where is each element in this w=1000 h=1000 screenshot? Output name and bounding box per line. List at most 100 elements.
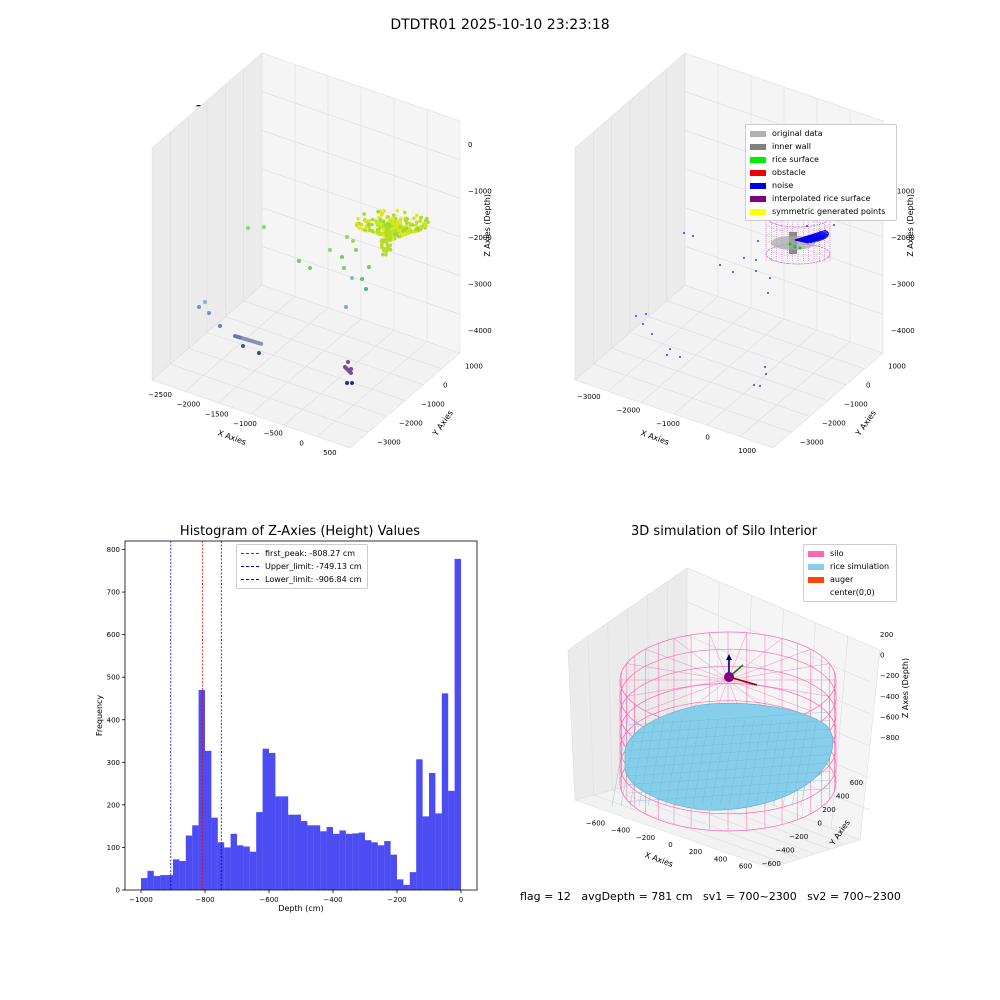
raw-data-point [308,266,312,270]
raw-data-point [362,212,366,216]
histogram-bar [403,885,409,890]
histogram-bar [295,815,301,890]
raw-x-tick-label: 0 [299,439,303,447]
raw-data-point [419,216,423,220]
classify-z-axis-label: Z Axies (Depth) [906,194,915,257]
raw-data-point [385,229,389,233]
raw-data-point [380,238,384,242]
classify-noise-point [679,356,681,358]
classify-noise-point [757,240,759,242]
raw-data-point [197,305,201,309]
histogram-bar [435,813,441,890]
histogram-bar [333,834,339,890]
raw-data-point [382,220,386,224]
legend-color-swatch [750,209,766,215]
raw-data-point [398,225,402,229]
histogram-bar [205,751,211,890]
histogram-bar [416,759,422,890]
histogram-y-tick-label: 700 [107,589,120,597]
classify-noise-point [651,333,653,335]
sim-y-tick-label: −400 [775,847,794,855]
legend-color-swatch [750,157,766,163]
histogram-bar [455,559,461,890]
classify-legend-label: obstacle [772,168,806,177]
classify-noise-point [732,271,734,273]
histogram-bar [327,827,333,890]
raw-data-point [351,239,355,243]
classify-noise-point [755,259,757,261]
histogram-bar [391,855,397,890]
simulation-legend-entry: auger [808,573,892,586]
raw-x-tick-label: −1500 [205,410,229,418]
histogram-legend-entry: Upper_limit: -749.13 cm [241,560,363,573]
histogram-y-tick-label: 200 [107,801,120,809]
classify-legend-entry: symmetric generated points [750,205,892,218]
raw-data-point [380,245,384,249]
histogram-bar [147,871,153,890]
classify-x-tick-label: −3000 [577,393,601,401]
raw-data-point [360,277,364,281]
histogram-bar [160,875,166,890]
classify-noise-point [645,313,647,315]
classify-y-tick-label: −3000 [800,439,824,447]
raw-data-point [404,219,408,223]
classify-rice-surface-point [799,247,802,250]
raw-data-point [367,265,371,269]
classify-y-tick-label: −2000 [822,420,846,428]
histogram-legend-label: Upper_limit: -749.13 cm [265,562,362,571]
simulation-legend-entry: center(0,0) [808,586,892,599]
histogram-bar [378,845,384,890]
histogram-bar [397,879,403,890]
raw-data-point [391,226,395,230]
raw-data-point [367,223,371,227]
raw-data-point [406,230,410,234]
legend-line-swatch [241,553,259,554]
raw-axes [152,53,460,448]
raw-data-point [401,229,405,233]
classify-noise-point [764,366,766,368]
histogram-bar [154,876,160,890]
raw-x-tick-label: −500 [264,430,283,438]
raw-data-point [390,221,394,225]
histogram-bar [243,847,249,890]
histogram-bar [224,847,230,890]
classify-rice-surface-point [789,243,792,246]
raw-data-point [207,311,211,315]
classify-legend-entry: original data [750,127,892,140]
classify-x-tick-label: 0 [705,434,709,442]
sim-x-tick-label: 400 [714,855,727,863]
raw-z-tick-label: −3000 [468,280,492,288]
legend-color-swatch [808,564,824,570]
raw-x-tick-label: −2000 [177,401,201,409]
raw-data-point [350,276,354,280]
classify-noise-point [769,277,771,279]
classify-noise-point [806,225,808,227]
raw-data-point [376,210,380,214]
classify-legend-label: original data [772,129,822,138]
classify-legend-label: symmetric generated points [772,207,885,216]
classify-z-tick-label: −4000 [891,327,915,335]
raw-z-tick-label: 0 [468,141,472,149]
histogram-legend-entry: Lower_limit: -906.84 cm [241,573,363,586]
raw-data-point [380,242,384,246]
histogram-legend-entry: first_peak: -808.27 cm [241,547,363,560]
raw-data-point [385,246,389,250]
histogram-y-axis-label: Frequency [95,695,104,737]
histogram-bar [186,836,192,890]
histogram-bar [365,840,371,890]
raw-data-point [364,287,368,291]
histogram-bar [301,821,307,890]
histogram-bar [346,834,352,890]
sim-y-tick-label: 600 [850,779,863,787]
histogram-bar [199,690,205,890]
histogram-bar [263,749,269,890]
classify-y-tick-label: 0 [866,382,870,390]
raw-data-point [356,217,360,221]
raw-data-point [376,223,380,227]
raw-data-point [384,253,388,257]
histogram-x-tick-label: −400 [323,896,342,904]
histogram-bar [314,825,320,890]
histogram-bar [339,830,345,890]
histogram-x-axis-label: Depth (cm) [278,904,323,913]
legend-line-swatch [241,579,259,580]
